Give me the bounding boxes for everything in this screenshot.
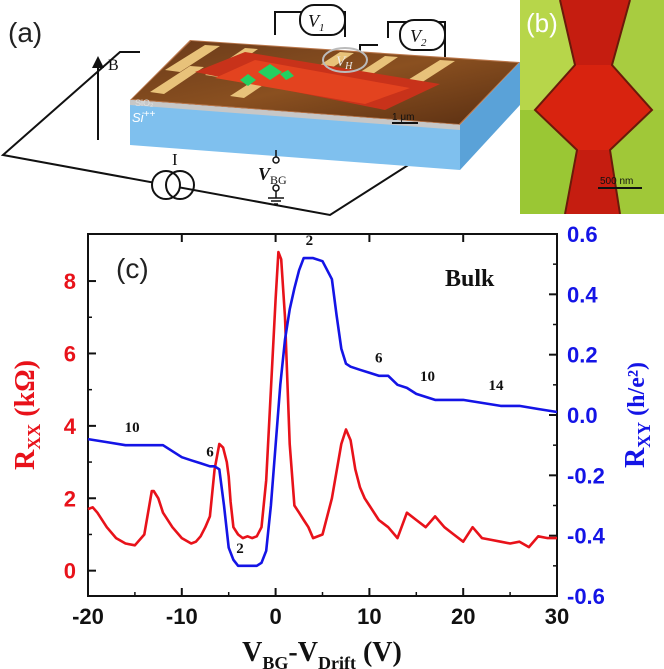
y-right-axis-label: RXY (h/e²) xyxy=(620,362,654,468)
device-top-image xyxy=(132,41,518,124)
y-right-tick-label: 0.6 xyxy=(567,222,598,247)
series-line-rxx xyxy=(87,250,557,549)
y-left-tick-label: 2 xyxy=(64,486,76,511)
x-tick-label: -10 xyxy=(166,604,198,629)
si-label: Si++ xyxy=(132,109,155,125)
x-tick-label: -20 xyxy=(72,604,104,629)
svg-text:V2: V2 xyxy=(410,26,427,49)
bulk-annotation: Bulk xyxy=(445,266,495,292)
panel-a-label: (a) xyxy=(8,17,42,48)
scale-bar-a-label: 1 μm xyxy=(392,112,414,123)
panel-c-label: (c) xyxy=(116,253,149,284)
current-source-icon: I xyxy=(151,150,195,200)
x-tick-label: 20 xyxy=(451,604,475,629)
back-gate: VBG xyxy=(258,150,287,205)
svg-text:VBG: VBG xyxy=(258,164,287,187)
scale-bar-b-label: 500 nm xyxy=(600,176,633,187)
y-right-tick-label: 0.0 xyxy=(567,403,598,428)
svg-text:V1: V1 xyxy=(308,11,325,34)
voltmeter-v2: V2 xyxy=(399,19,446,51)
x-tick-label: 10 xyxy=(357,604,381,629)
x-axis-label: VBG-VDrift (V) xyxy=(242,637,402,669)
y-left-tick-label: 8 xyxy=(64,269,76,294)
afm-image: (b) 500 nm xyxy=(520,0,664,214)
device-schematic: (a) VH SiO₂ Si++ 1 μm xyxy=(0,4,520,217)
current-label: I xyxy=(172,150,178,169)
plateau-label: 2 xyxy=(306,233,314,249)
y-right-tick-label: -0.6 xyxy=(567,584,605,609)
svg-text:B: B xyxy=(108,57,119,74)
voltmeter-v1: V1 xyxy=(299,4,346,36)
y-left-tick-label: 6 xyxy=(64,341,76,366)
y-right-tick-label: -0.2 xyxy=(567,463,605,488)
plateau-label: 14 xyxy=(489,378,505,394)
y-right-tick-label: 0.4 xyxy=(567,282,598,307)
plateau-label: 10 xyxy=(420,369,435,385)
x-tick-label: 0 xyxy=(269,604,281,629)
x-tick-label: 30 xyxy=(545,604,569,629)
y-right-tick-label: -0.4 xyxy=(567,524,606,549)
y-right-tick-label: 0.2 xyxy=(567,343,598,368)
panel-b-label: (b) xyxy=(526,8,558,38)
transport-chart: -20 -10 0 10 20 30 0 2 4 6 8 -0.6 -0.4 -0.2 0.0 0.2 0.4 0… xyxy=(10,222,654,669)
vh-label: VH xyxy=(336,54,353,72)
plateau-label: 6 xyxy=(375,351,383,367)
plateau-label: 10 xyxy=(125,420,140,436)
y-left-axis-label: RXX (kΩ) xyxy=(10,360,44,470)
plateau-label: 2 xyxy=(236,541,244,557)
b-field-arrow: B xyxy=(92,56,119,140)
series-line-rxy xyxy=(87,256,558,568)
y-left-tick-label: 4 xyxy=(64,414,77,439)
sio2-label: SiO₂ xyxy=(135,98,154,108)
plateau-label: 6 xyxy=(206,444,214,460)
y-left-tick-label: 0 xyxy=(64,559,76,584)
